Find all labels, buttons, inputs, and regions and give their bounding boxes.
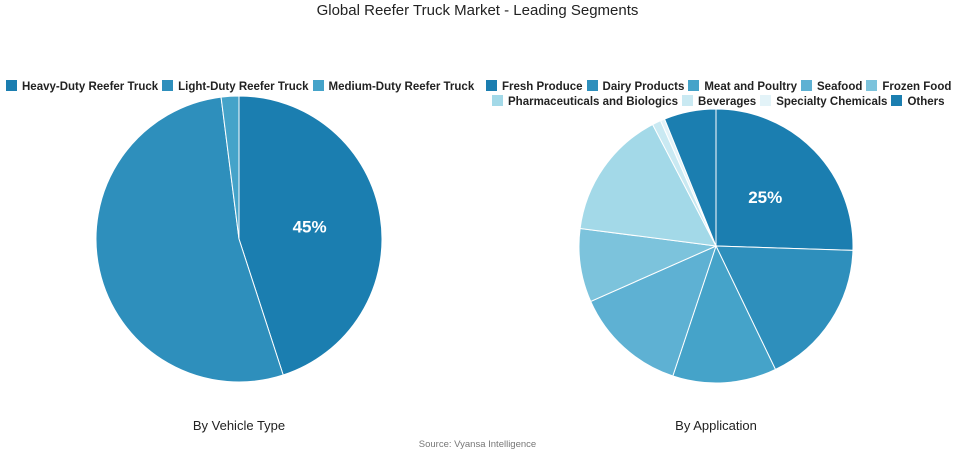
legend-swatch [866,80,878,91]
source-note: Source: Vyansa Intelligence [418,439,537,450]
legend-swatch [682,95,694,106]
subtitle-vehicle-type: By Vehicle Type [192,418,286,433]
legend-label: Medium-Duty Reefer Truck [328,81,475,93]
chart-title: Global Reefer Truck Market - Leading Seg… [316,2,639,19]
legend-swatch [891,95,903,106]
legend-swatch [760,95,772,106]
legend-label: Specialty Chemicals [776,96,888,108]
legend-label: Seafood [817,81,863,93]
pie-slice [238,95,383,376]
legend-application: Fresh Produce Dairy Products Meat and Poul… [486,80,955,110]
legend-label: Meat and Poultry [704,81,797,93]
pie-slice [220,95,240,240]
legend-swatch [688,80,700,91]
legend-item: Beverages [682,95,756,109]
legend-item: Meat and Poultry [688,80,797,94]
legend-label: Dairy Products [602,81,685,93]
legend-item: Fresh Produce [486,80,583,94]
slice-percent-label: 45% [293,217,327,236]
legend-item: Others [891,95,945,109]
pie-slice [715,108,854,251]
legend-item: Frozen Food [866,80,951,94]
pie-slice [590,245,717,377]
legend-swatch [492,95,503,106]
legend-item: Pharmaceuticals and Biologics [492,95,678,109]
pie-slice [715,245,854,371]
legend-label: Others [907,96,945,108]
legend-vehicle-type: Heavy-Duty Reefer Truck Light-Duty Reefer… [6,80,478,95]
legend-item: Dairy Products [586,80,685,94]
slice-percent-label: 25% [748,188,782,207]
legend-item: Light-Duty Reefer Truck [162,80,309,94]
legend-row: Pharmaceuticals and Biologics Beverages Sp… [486,95,955,110]
pie-slice [579,123,717,247]
legend-label: Beverages [698,96,757,108]
legend-swatch [312,80,324,91]
legend-item: Seafood [801,80,862,94]
legend-swatch [6,80,17,91]
legend-label: Light-Duty Reefer Truck [178,81,309,93]
legend-swatch [801,80,812,91]
legend-label: Pharmaceuticals and Biologics [508,96,679,108]
pie-slice [95,96,284,383]
legend-label: Fresh Produce [502,81,583,93]
legend-item: Medium-Duty Reefer Truck [312,80,475,94]
legend-swatch [486,80,497,91]
pie-slice [663,108,717,247]
legend-label: Frozen Food [882,81,952,93]
legend-item: Specialty Chemicals [760,95,887,109]
legend-row: Heavy-Duty Reefer Truck Light-Duty Reefer… [6,80,478,95]
legend-swatch [162,80,174,91]
legend-item: Heavy-Duty Reefer Truck [6,80,158,94]
legend-label: Heavy-Duty Reefer Truck [22,81,159,93]
legend-swatch [586,80,598,91]
pie-slice [672,244,777,384]
legend-row: Fresh Produce Dairy Products Meat and Poul… [486,80,955,95]
subtitle-application: By Application [675,418,757,433]
